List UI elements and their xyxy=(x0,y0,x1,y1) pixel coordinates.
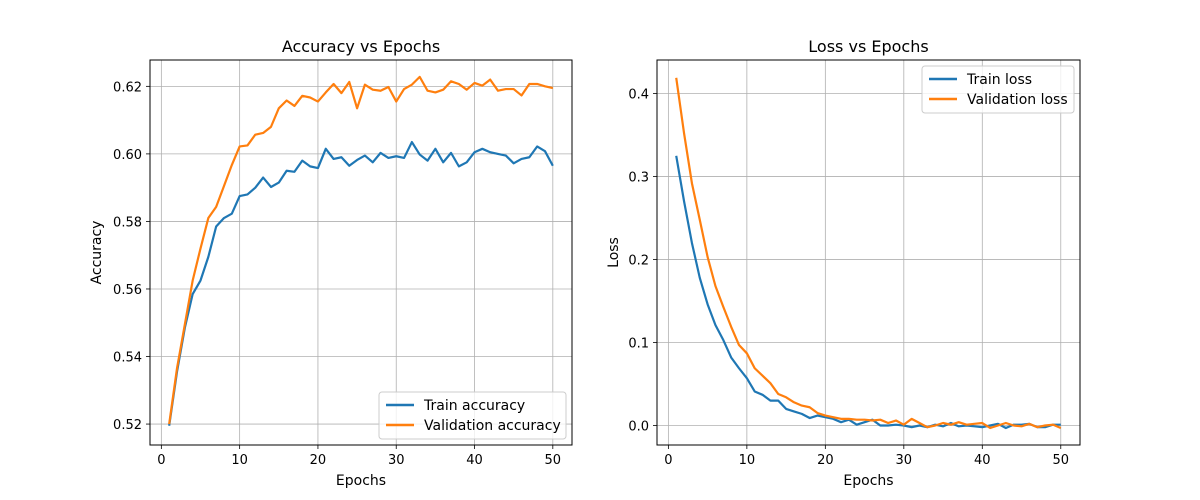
loss-y-tick-label: 0.0 xyxy=(628,420,649,435)
accuracy-series-train-accuracy xyxy=(168,140,554,426)
accuracy-grid xyxy=(150,60,572,445)
accuracy-x-tick-label: 0 xyxy=(157,453,165,468)
accuracy-x-tick-label: 20 xyxy=(310,453,327,468)
accuracy-y-tick-label: 0.54 xyxy=(113,351,142,366)
accuracy-y-tick-label: 0.58 xyxy=(113,215,142,230)
loss-x-ticks: 0 10 20 30 40 50 xyxy=(664,445,1069,468)
accuracy-x-tick-label: 40 xyxy=(466,453,483,468)
loss-x-tick-label: 10 xyxy=(739,453,756,468)
loss-y-tick-label: 0.1 xyxy=(628,337,649,352)
accuracy-legend-box xyxy=(378,391,567,440)
loss-y-tick-label: 0.4 xyxy=(628,88,649,103)
loss-legend-box xyxy=(921,65,1075,114)
loss-x-axis-label: Epochs xyxy=(843,473,893,489)
accuracy-series-lines xyxy=(168,75,554,426)
loss-x-tick-label: 20 xyxy=(817,453,834,468)
loss-series-lines xyxy=(675,77,1062,430)
accuracy-plot-frame xyxy=(149,59,573,446)
loss-x-tick-label: 0 xyxy=(664,453,672,468)
loss-chart-title: Loss vs Epochs xyxy=(808,37,928,56)
accuracy-series-validation-accuracy xyxy=(168,75,554,425)
accuracy-chart-title: Accuracy vs Epochs xyxy=(282,37,440,56)
accuracy-x-axis-label: Epochs xyxy=(336,473,386,489)
loss-x-tick-label: 50 xyxy=(1052,453,1069,468)
accuracy-x-tick-label: 10 xyxy=(231,453,248,468)
accuracy-x-ticks: 0 10 20 30 40 50 xyxy=(157,445,561,468)
accuracy-y-ticks: 0.52 0.54 0.56 0.58 0.60 0.62 xyxy=(113,80,150,433)
loss-x-tick-label: 40 xyxy=(974,453,991,468)
accuracy-legend-label-train: Train accuracy xyxy=(423,398,525,414)
accuracy-y-tick-label: 0.62 xyxy=(113,80,142,95)
accuracy-y-tick-label: 0.52 xyxy=(113,418,142,433)
loss-x-tick-label: 30 xyxy=(896,453,913,468)
accuracy-x-tick-label: 50 xyxy=(545,453,562,468)
loss-legend-label-train: Train loss xyxy=(966,72,1032,88)
loss-y-axis-label: Loss xyxy=(606,237,622,268)
accuracy-y-axis-label: Accuracy xyxy=(89,221,105,285)
accuracy-legend: Train accuracy Validation accuracy xyxy=(378,391,567,440)
loss-series-train-loss xyxy=(675,155,1061,430)
accuracy-legend-label-validation: Validation accuracy xyxy=(424,418,561,434)
loss-chart: 0 10 20 30 40 50 0.0 0.1 0.2 0.3 0.4 Loss vs Epoc… xyxy=(606,37,1081,489)
accuracy-chart: 0 10 20 30 40 50 0.52 0.54 0.56 0.58 0.60 0.62 Acc… xyxy=(89,37,573,489)
loss-y-ticks: 0.0 0.1 0.2 0.3 0.4 xyxy=(628,88,657,435)
loss-y-tick-label: 0.2 xyxy=(628,254,649,269)
loss-legend: Train loss Validation loss xyxy=(921,65,1075,114)
loss-legend-label-validation: Validation loss xyxy=(967,92,1068,108)
loss-series-validation-loss xyxy=(675,77,1062,430)
accuracy-y-tick-label: 0.60 xyxy=(113,148,142,163)
loss-grid xyxy=(657,60,1080,445)
loss-y-tick-label: 0.3 xyxy=(628,171,649,186)
loss-plot-frame xyxy=(656,59,1081,446)
accuracy-y-tick-label: 0.56 xyxy=(113,283,142,298)
accuracy-x-tick-label: 30 xyxy=(388,453,405,468)
